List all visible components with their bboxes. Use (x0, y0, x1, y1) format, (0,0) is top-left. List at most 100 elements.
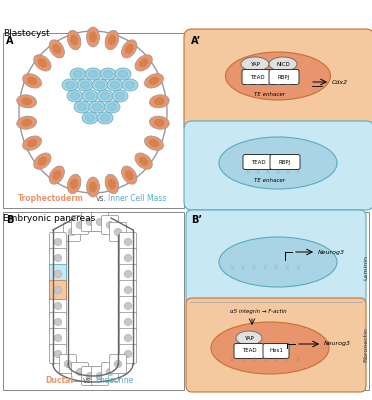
Ellipse shape (124, 318, 132, 326)
FancyBboxPatch shape (269, 70, 299, 84)
Ellipse shape (86, 114, 94, 122)
Ellipse shape (67, 174, 81, 194)
FancyBboxPatch shape (49, 328, 67, 348)
Ellipse shape (89, 70, 97, 78)
Ellipse shape (108, 35, 116, 45)
Ellipse shape (54, 254, 62, 262)
Ellipse shape (54, 270, 62, 278)
Ellipse shape (105, 174, 119, 194)
FancyBboxPatch shape (119, 264, 137, 284)
Ellipse shape (106, 368, 114, 376)
Ellipse shape (219, 237, 337, 287)
Text: x: x (266, 83, 270, 89)
Text: x: x (230, 356, 234, 364)
FancyBboxPatch shape (119, 328, 137, 348)
Text: TE enhacer: TE enhacer (254, 178, 285, 183)
Ellipse shape (108, 104, 116, 110)
Ellipse shape (54, 286, 62, 294)
FancyBboxPatch shape (119, 248, 137, 268)
FancyBboxPatch shape (102, 362, 119, 382)
Ellipse shape (149, 139, 159, 147)
FancyBboxPatch shape (119, 312, 137, 332)
Ellipse shape (85, 68, 101, 80)
Text: COOPERATION BETWEEN NOTCH AND YAP/TAZ PATHWAYS: COOPERATION BETWEEN NOTCH AND YAP/TAZ PA… (57, 8, 315, 18)
Text: x: x (274, 356, 278, 364)
Ellipse shape (107, 79, 123, 91)
Ellipse shape (54, 286, 62, 294)
Text: A’: A’ (191, 36, 201, 46)
Ellipse shape (34, 153, 51, 169)
Text: x: x (274, 262, 278, 272)
Ellipse shape (17, 116, 36, 129)
Ellipse shape (125, 44, 133, 54)
Ellipse shape (27, 139, 37, 147)
FancyBboxPatch shape (263, 344, 289, 358)
Ellipse shape (90, 182, 96, 192)
FancyBboxPatch shape (119, 280, 137, 300)
Text: vs.: vs. (96, 194, 107, 203)
Ellipse shape (86, 92, 94, 100)
Ellipse shape (241, 57, 269, 71)
Ellipse shape (17, 95, 36, 108)
FancyBboxPatch shape (102, 216, 119, 234)
Ellipse shape (64, 360, 72, 368)
FancyBboxPatch shape (243, 154, 273, 170)
Text: YAP: YAP (250, 62, 260, 66)
Ellipse shape (135, 55, 152, 71)
Ellipse shape (54, 318, 62, 326)
FancyBboxPatch shape (49, 264, 67, 284)
Text: RBPJ: RBPJ (279, 160, 291, 164)
Text: x: x (263, 356, 267, 364)
Text: Ductal: Ductal (45, 376, 73, 385)
Ellipse shape (54, 238, 62, 246)
Ellipse shape (144, 74, 163, 88)
Text: x: x (246, 83, 250, 89)
Text: x: x (285, 356, 289, 364)
Ellipse shape (150, 116, 169, 129)
Text: x: x (296, 83, 300, 89)
Ellipse shape (23, 74, 42, 88)
Ellipse shape (124, 238, 132, 246)
FancyBboxPatch shape (234, 344, 264, 358)
Text: NICD: NICD (276, 62, 290, 66)
Ellipse shape (104, 101, 120, 113)
Ellipse shape (67, 90, 83, 102)
FancyBboxPatch shape (49, 264, 67, 284)
Ellipse shape (54, 270, 62, 278)
FancyBboxPatch shape (60, 354, 77, 374)
FancyBboxPatch shape (49, 312, 67, 332)
Ellipse shape (114, 228, 122, 236)
Text: x: x (256, 83, 260, 89)
FancyBboxPatch shape (270, 154, 300, 170)
FancyBboxPatch shape (49, 280, 67, 300)
Text: TEAD: TEAD (250, 74, 264, 80)
Text: x: x (286, 169, 290, 175)
Text: Inner Cell Mass: Inner Cell Mass (108, 194, 166, 203)
Text: x: x (252, 262, 256, 272)
Ellipse shape (49, 166, 64, 184)
Text: Neurog3: Neurog3 (324, 342, 351, 346)
Text: x: x (241, 262, 245, 272)
Ellipse shape (82, 90, 98, 102)
Ellipse shape (122, 166, 137, 184)
Ellipse shape (86, 218, 94, 226)
Text: x: x (246, 169, 250, 175)
Ellipse shape (80, 82, 90, 88)
Ellipse shape (23, 136, 42, 150)
Text: Neurog3: Neurog3 (318, 250, 345, 254)
Ellipse shape (115, 92, 125, 100)
Ellipse shape (97, 90, 113, 102)
Ellipse shape (54, 350, 62, 358)
FancyBboxPatch shape (109, 354, 126, 374)
Ellipse shape (144, 136, 163, 150)
FancyBboxPatch shape (186, 210, 366, 306)
FancyBboxPatch shape (3, 33, 184, 208)
Ellipse shape (110, 82, 119, 88)
Ellipse shape (106, 222, 114, 229)
Ellipse shape (122, 79, 138, 91)
Text: B: B (6, 215, 13, 225)
Ellipse shape (124, 350, 132, 358)
FancyBboxPatch shape (92, 366, 109, 386)
Text: Fibronectin: Fibronectin (363, 328, 369, 362)
FancyBboxPatch shape (186, 298, 366, 392)
